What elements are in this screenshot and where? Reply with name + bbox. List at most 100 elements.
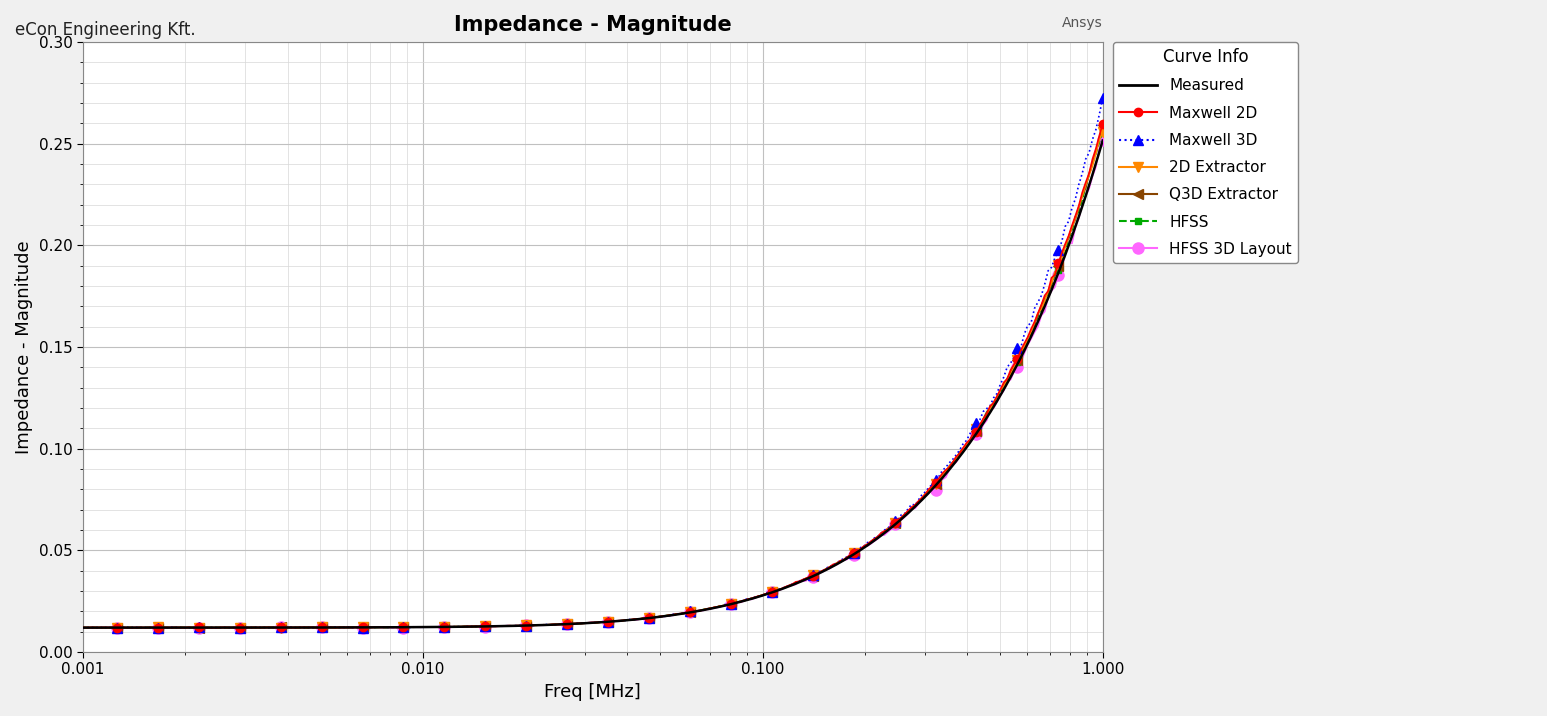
HFSS: [1094, 127, 1112, 136]
Measured: [77, 624, 96, 632]
2D Extractor: [1049, 261, 1067, 270]
HFSS: [721, 599, 739, 608]
Line: Q3D Extractor: Q3D Extractor: [111, 120, 1108, 632]
HFSS: [149, 623, 167, 632]
Q3D Extractor: [845, 549, 863, 558]
2D Extractor: [681, 608, 699, 616]
Maxwell 2D: [1009, 354, 1027, 363]
Maxwell 2D: [1094, 120, 1112, 128]
2D Extractor: [190, 624, 209, 632]
Maxwell 2D: [558, 620, 577, 629]
HFSS 3D Layout: [312, 623, 331, 632]
Maxwell 3D: [190, 623, 209, 632]
Q3D Extractor: [394, 623, 413, 632]
Maxwell 3D: [108, 624, 127, 632]
Line: Maxwell 3D: Maxwell 3D: [111, 93, 1108, 633]
Q3D Extractor: [435, 622, 453, 631]
Maxwell 2D: [1049, 259, 1067, 268]
HFSS: [599, 617, 617, 626]
Line: Maxwell 2D: Maxwell 2D: [113, 120, 1106, 632]
2D Extractor: [517, 621, 535, 630]
Q3D Extractor: [108, 624, 127, 632]
2D Extractor: [721, 599, 739, 608]
2D Extractor: [599, 617, 617, 626]
2D Extractor: [885, 519, 903, 528]
HFSS: [927, 480, 945, 488]
HFSS: [558, 619, 577, 628]
Maxwell 2D: [435, 622, 453, 631]
HFSS: [967, 427, 985, 435]
Line: Measured: Measured: [84, 140, 1103, 628]
HFSS: [190, 624, 209, 632]
Q3D Extractor: [353, 623, 371, 632]
HFSS: [312, 623, 331, 632]
2D Extractor: [845, 548, 863, 557]
HFSS: [763, 588, 781, 596]
Maxwell 2D: [394, 623, 413, 632]
Maxwell 3D: [640, 614, 659, 622]
Maxwell 2D: [721, 599, 739, 608]
Maxwell 2D: [517, 621, 535, 630]
HFSS 3D Layout: [108, 624, 127, 632]
Text: Ansys: Ansys: [1061, 16, 1103, 30]
HFSS 3D Layout: [640, 614, 659, 623]
Measured: [681, 608, 699, 616]
Q3D Extractor: [149, 624, 167, 632]
Measured: [1094, 136, 1112, 145]
HFSS 3D Layout: [517, 621, 535, 630]
HFSS 3D Layout: [845, 551, 863, 559]
Maxwell 3D: [927, 475, 945, 484]
HFSS 3D Layout: [927, 485, 945, 494]
Maxwell 2D: [231, 624, 249, 632]
Maxwell 3D: [394, 623, 413, 632]
2D Extractor: [967, 425, 985, 433]
Maxwell 2D: [927, 479, 945, 488]
HFSS 3D Layout: [476, 622, 495, 631]
Legend: Measured, Maxwell 2D, Maxwell 3D, 2D Extractor, Q3D Extractor, HFSS, HFSS 3D Lay: Measured, Maxwell 2D, Maxwell 3D, 2D Ext…: [1112, 42, 1298, 263]
Q3D Extractor: [885, 519, 903, 528]
Maxwell 2D: [312, 623, 331, 632]
Maxwell 3D: [763, 588, 781, 596]
Line: 2D Extractor: 2D Extractor: [111, 127, 1108, 633]
2D Extractor: [108, 623, 127, 632]
HFSS 3D Layout: [599, 617, 617, 626]
HFSS: [353, 623, 371, 632]
2D Extractor: [1094, 127, 1112, 136]
Q3D Extractor: [1049, 262, 1067, 271]
2D Extractor: [803, 571, 821, 580]
HFSS: [517, 621, 535, 629]
Measured: [74, 624, 93, 632]
Q3D Extractor: [681, 608, 699, 616]
HFSS 3D Layout: [190, 624, 209, 632]
2D Extractor: [231, 624, 249, 632]
Maxwell 3D: [149, 624, 167, 632]
Maxwell 3D: [517, 621, 535, 630]
Y-axis label: Impedance - Magnitude: Impedance - Magnitude: [15, 241, 32, 454]
2D Extractor: [312, 623, 331, 632]
Maxwell 3D: [558, 620, 577, 629]
X-axis label: Freq [MHz]: Freq [MHz]: [545, 683, 640, 701]
Maxwell 2D: [845, 548, 863, 557]
HFSS 3D Layout: [558, 620, 577, 629]
Q3D Extractor: [312, 623, 331, 632]
Maxwell 3D: [885, 516, 903, 525]
Q3D Extractor: [721, 599, 739, 608]
Maxwell 2D: [967, 427, 985, 436]
Text: eCon Engineering Kft.: eCon Engineering Kft.: [15, 21, 196, 39]
Line: HFSS 3D Layout: HFSS 3D Layout: [111, 135, 1108, 634]
Line: HFSS: HFSS: [113, 128, 1106, 632]
Maxwell 3D: [1009, 344, 1027, 352]
HFSS: [681, 608, 699, 616]
Maxwell 3D: [231, 624, 249, 632]
HFSS 3D Layout: [885, 520, 903, 528]
Maxwell 3D: [435, 623, 453, 632]
Maxwell 3D: [312, 623, 331, 632]
Q3D Extractor: [476, 622, 495, 631]
HFSS 3D Layout: [721, 600, 739, 609]
HFSS 3D Layout: [1094, 136, 1112, 145]
Title: Impedance - Magnitude: Impedance - Magnitude: [453, 15, 732, 35]
Q3D Extractor: [1094, 120, 1112, 129]
2D Extractor: [476, 622, 495, 631]
Maxwell 3D: [353, 624, 371, 632]
Measured: [698, 605, 716, 614]
